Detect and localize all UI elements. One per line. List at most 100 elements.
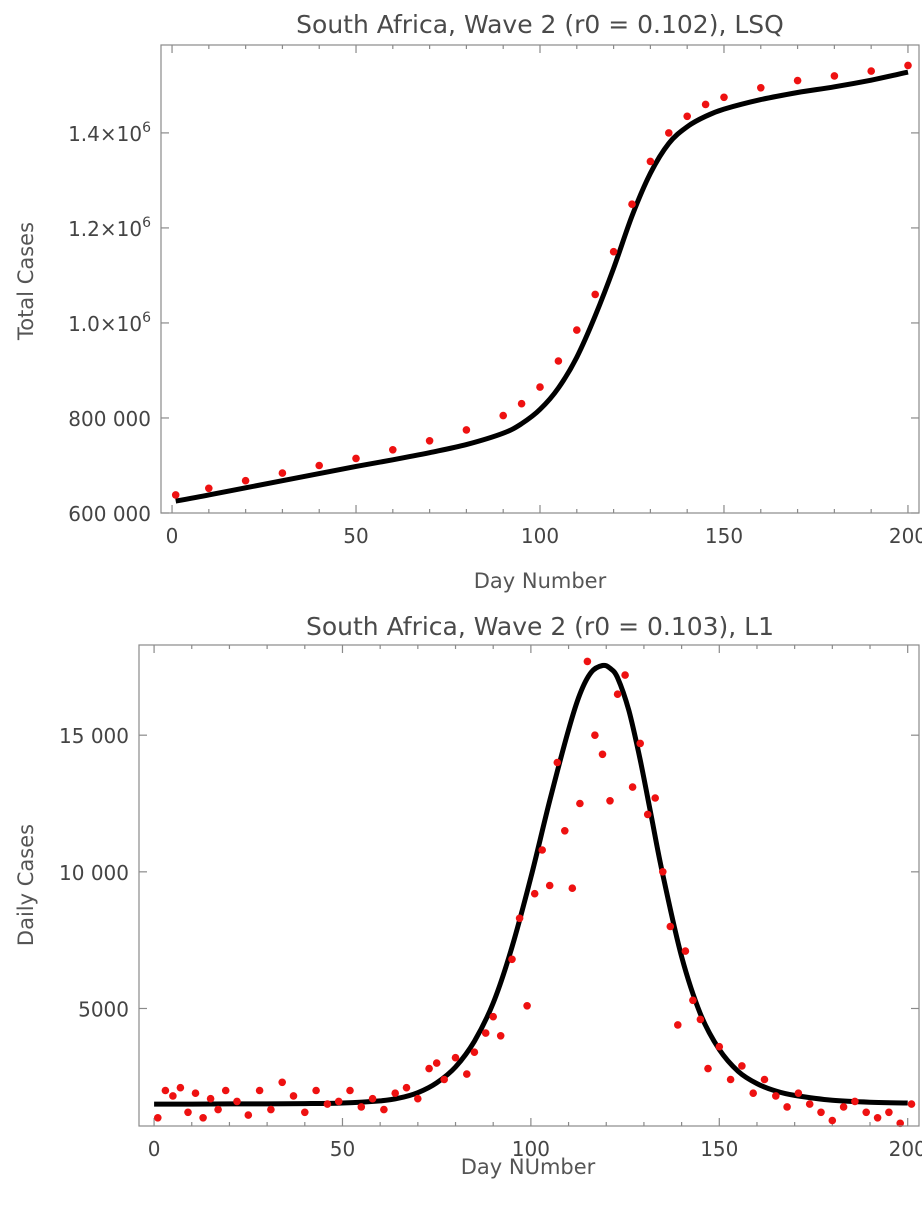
data-point (346, 1086, 354, 1095)
data-point (561, 827, 569, 835)
data-point (425, 1064, 433, 1073)
data-point (214, 1105, 222, 1114)
data-point (674, 1021, 682, 1029)
data-point (636, 739, 644, 748)
data-point (368, 1094, 377, 1103)
x-tick-label: 200 (889, 524, 922, 548)
data-point (726, 1075, 735, 1084)
data-point (244, 1111, 253, 1119)
data-point (749, 1089, 757, 1097)
fit-curve-group (154, 662, 908, 1107)
data-point (817, 1108, 825, 1117)
data-point (221, 1086, 230, 1095)
data-point (839, 1103, 848, 1111)
data-point (414, 1094, 422, 1103)
data-point (554, 357, 563, 365)
data-point (760, 1075, 769, 1084)
data-point (689, 996, 697, 1005)
data-point (873, 1114, 882, 1122)
data-point (683, 112, 691, 121)
x-axis-label: Day Number (474, 569, 607, 593)
data-point (896, 1119, 904, 1128)
data-point (481, 1029, 490, 1037)
data-point (206, 1094, 215, 1103)
data-point (451, 1053, 460, 1062)
data-point (278, 1078, 287, 1087)
y-tick-label: 10 000 (59, 861, 129, 885)
x-tick-label: 200 (889, 1137, 922, 1161)
y-tick-label: 5000 (78, 997, 129, 1021)
data-point (646, 157, 655, 166)
data-points-group (154, 657, 916, 1128)
data-point (681, 947, 690, 955)
data-point (621, 671, 629, 679)
data-point (885, 1108, 893, 1117)
data-point (432, 1059, 441, 1067)
data-point (357, 1103, 366, 1111)
x-tick-label: 100 (521, 524, 559, 548)
chart-daily-cases: South Africa, Wave 2 (r0 = 0.103), L1 Da… (14, 612, 922, 1179)
data-point (517, 399, 526, 408)
data-point (738, 1062, 746, 1070)
data-point (496, 1032, 505, 1040)
data-point (720, 93, 728, 102)
data-point (576, 799, 584, 808)
data-point (530, 889, 539, 898)
data-point (289, 1092, 298, 1100)
fit-curve-group (175, 69, 909, 504)
data-point (659, 868, 667, 876)
data-point (301, 1108, 309, 1117)
data-point (568, 884, 577, 892)
data-point (715, 1042, 724, 1051)
data-point (793, 76, 802, 85)
data-point (628, 200, 636, 208)
data-point (573, 326, 581, 334)
data-point (315, 461, 324, 470)
fit-curve-line (175, 69, 909, 504)
x-tick-label: 150 (705, 524, 743, 548)
data-point (583, 657, 592, 666)
data-point (538, 846, 546, 854)
data-point (169, 1092, 177, 1100)
data-point (440, 1075, 449, 1084)
x-tick-label: 150 (700, 1137, 738, 1161)
data-point (851, 1097, 859, 1106)
data-point (171, 491, 180, 499)
data-point (591, 731, 599, 739)
x-tick-label: 50 (343, 524, 368, 548)
data-point (666, 922, 675, 931)
data-point (184, 1108, 192, 1117)
data-point (323, 1100, 332, 1108)
data-point (613, 690, 622, 698)
data-point (704, 1064, 712, 1073)
chart-title: South Africa, Wave 2 (r0 = 0.102), LSQ (296, 10, 784, 39)
y-tick-label: 1.2×106 (68, 215, 151, 241)
data-point (176, 1083, 185, 1092)
chart-total-cases: South Africa, Wave 2 (r0 = 0.102), LSQ D… (14, 10, 922, 593)
x-tick-label: 0 (166, 524, 179, 548)
data-point (772, 1092, 780, 1100)
data-point (523, 1002, 531, 1010)
data-point (508, 955, 516, 964)
plot-frame (138, 644, 920, 1127)
data-point (536, 383, 544, 391)
x-tick-label: 50 (330, 1137, 355, 1161)
data-point (380, 1105, 388, 1114)
data-point (515, 914, 524, 923)
data-point (161, 1086, 170, 1095)
data-point (255, 1086, 264, 1095)
data-point (830, 72, 839, 80)
y-tick-label: 1.4×106 (68, 120, 151, 146)
data-point (470, 1048, 479, 1056)
data-point (334, 1097, 343, 1106)
data-point (191, 1089, 200, 1097)
data-point (241, 476, 250, 485)
y-tick-exponent: 6 (142, 120, 151, 136)
data-point (553, 758, 562, 767)
fit-curve-line (154, 662, 908, 1107)
data-point (598, 750, 607, 759)
data-point (828, 1116, 837, 1125)
data-point (312, 1086, 320, 1095)
data-points-group (171, 61, 912, 499)
